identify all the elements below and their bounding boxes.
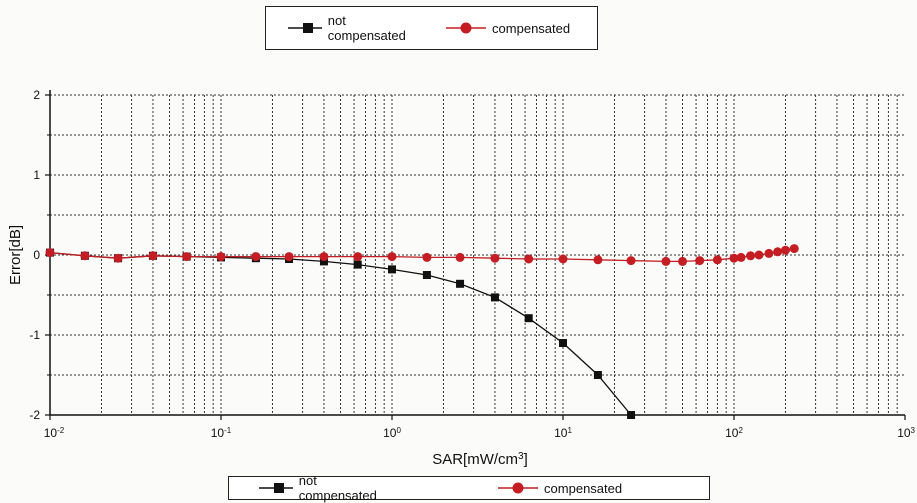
data-point-not-compensated (593, 371, 602, 379)
data-point-compensated (45, 248, 55, 258)
legend-entry-not-compensated: not compensated (288, 13, 412, 43)
data-point-compensated (764, 248, 774, 258)
data-point-not-compensated (559, 339, 567, 347)
circle-marker-icon (446, 22, 487, 34)
y-tick-label: 1 (33, 168, 40, 182)
data-point-compensated (678, 256, 688, 266)
data-point-compensated (729, 253, 739, 263)
data-point-compensated (524, 254, 534, 264)
data-point-compensated (695, 256, 705, 266)
data-point-compensated (113, 253, 123, 263)
legend-label-not-compensated: not compensated (298, 473, 377, 503)
legend-entry-compensated: compensated (498, 481, 622, 496)
legend-label-not-compensated: not compensated (327, 13, 406, 43)
data-point-compensated (182, 252, 192, 262)
data-point-not-compensated (353, 260, 362, 269)
data-point-not-compensated (524, 314, 533, 323)
y-axis-label: Error[dB] (7, 225, 24, 285)
data-point-compensated (455, 252, 465, 262)
data-point-not-compensated (388, 265, 396, 274)
data-point-compensated (780, 245, 790, 255)
data-point-not-compensated (422, 271, 431, 279)
data-point-compensated (626, 256, 636, 266)
data-point-compensated (284, 252, 294, 262)
data-point-compensated (773, 247, 783, 257)
data-point-compensated (422, 252, 432, 262)
data-point-compensated (80, 251, 90, 261)
data-point-compensated (319, 252, 329, 262)
data-point-compensated (746, 251, 756, 261)
x-tick-label: 10-2 (44, 426, 65, 441)
legend-bottom: not compensated compensated (228, 473, 710, 503)
x-tick-label: 100 (383, 426, 401, 441)
x-axis-label: SAR[mW/cm3] (432, 451, 528, 469)
circle-marker-icon (498, 482, 539, 494)
y-tick-label: 2 (33, 88, 40, 102)
y-tick-label: -2 (29, 408, 40, 422)
data-point-not-compensated (627, 411, 636, 419)
data-point-compensated (251, 252, 261, 262)
data-point-compensated (712, 255, 722, 265)
data-point-not-compensated (319, 257, 328, 266)
data-point-compensated (353, 252, 363, 262)
series (45, 244, 799, 419)
legend-label-compensated: compensated (492, 20, 571, 36)
x-tick-label: 103 (897, 426, 915, 441)
data-point-compensated (148, 251, 158, 261)
data-point-compensated (490, 253, 500, 263)
data-point-compensated (736, 252, 746, 262)
data-point-compensated (789, 244, 799, 254)
x-tick-label: 101 (554, 426, 572, 441)
square-marker-icon (288, 23, 322, 33)
square-marker-icon (259, 483, 293, 493)
y-tick-label: -1 (29, 328, 40, 342)
data-point-compensated (754, 250, 764, 260)
y-tick-label: 0 (33, 248, 40, 262)
data-point-compensated (661, 256, 671, 266)
x-tick-label: 102 (725, 426, 743, 441)
data-point-compensated (593, 255, 603, 265)
legend-entry-not-compensated: not compensated (259, 473, 383, 503)
legend-entry-compensated: compensated (446, 21, 570, 36)
data-point-compensated (558, 254, 568, 264)
x-tick-label: 10-1 (211, 426, 232, 441)
legend-top: not compensated compensated (265, 6, 598, 50)
data-point-compensated (387, 252, 397, 262)
data-point-not-compensated (456, 279, 465, 288)
legend-label-compensated: compensated (544, 480, 623, 496)
data-point-not-compensated (490, 293, 499, 302)
data-point-compensated (216, 252, 226, 262)
